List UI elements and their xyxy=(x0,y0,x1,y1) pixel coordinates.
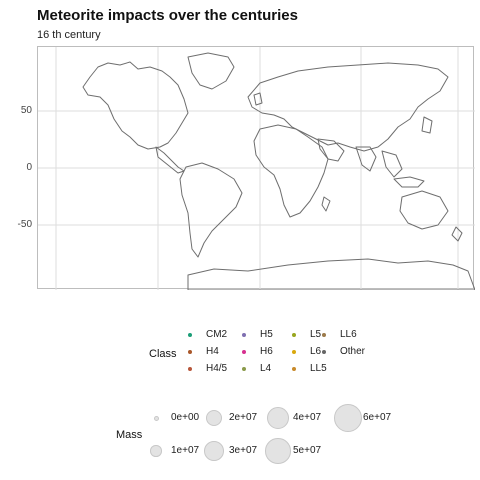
legend-class-label: L6 xyxy=(310,346,322,357)
legend-mass-circle xyxy=(334,404,362,432)
legend-class-key-h5 xyxy=(240,331,248,339)
landmass-greenland xyxy=(187,52,235,90)
legend-class-label: H5 xyxy=(260,329,273,340)
legend-class-label: H6 xyxy=(260,346,273,357)
legend-mass-label: 1e+07 xyxy=(171,445,200,456)
y-tick-0: 0 xyxy=(26,162,32,173)
legend-mass-circle xyxy=(205,409,223,427)
land-outlines xyxy=(82,52,475,290)
landmass-new-zealand xyxy=(451,226,463,242)
legend-mass-label: 0e+00 xyxy=(171,412,200,423)
landmass-north-america xyxy=(82,61,189,150)
legend-class-label: LL6 xyxy=(340,329,357,340)
legend-class-key-l6 xyxy=(290,348,298,356)
legend-class-key-ll6 xyxy=(320,331,328,339)
legend-class-label: H4 xyxy=(206,346,219,357)
landmass-antarctica xyxy=(187,258,475,290)
legend-mass-label: 6e+07 xyxy=(363,412,392,423)
landmass-eurasia xyxy=(247,62,449,152)
legend-class-key-h4-5 xyxy=(186,365,194,373)
landmass-indonesia xyxy=(393,176,425,188)
legend-class-key-cm2 xyxy=(186,331,194,339)
legend-mass-circle xyxy=(204,441,224,461)
legend-class-label: L4 xyxy=(260,363,272,374)
legend-class-key-h6 xyxy=(240,348,248,356)
legend-class-key-h4 xyxy=(186,348,194,356)
legend-class-label: H4/5 xyxy=(206,363,228,374)
legend-class-key-l4 xyxy=(240,365,248,373)
chart-title: Meteorite impacts over the centuries xyxy=(37,7,298,24)
landmass-central-america xyxy=(155,146,185,174)
landmass-madagascar xyxy=(321,196,331,212)
landmass-africa xyxy=(253,124,329,218)
landmass-india xyxy=(355,146,377,172)
legend-mass-circle xyxy=(150,445,162,457)
legend-class-key-l5 xyxy=(290,331,298,339)
legend-class-label: Other xyxy=(340,346,366,357)
legend-class-label: LL5 xyxy=(310,363,327,374)
y-tick-50: 50 xyxy=(20,105,32,116)
legend-class-key-ll5 xyxy=(290,365,298,373)
legend-mass-label: 5e+07 xyxy=(293,445,322,456)
landmass-arabia xyxy=(317,138,345,162)
legend-mass-label: 4e+07 xyxy=(293,412,322,423)
landmass-australia xyxy=(399,190,449,230)
grid-lines xyxy=(38,47,475,290)
legend-mass-label: 3e+07 xyxy=(229,445,258,456)
legend-mass-circle xyxy=(265,438,291,464)
legend-mass-title: Mass xyxy=(116,429,143,441)
landmass-uk xyxy=(253,92,263,106)
legend-mass-circle xyxy=(153,415,159,421)
legend-mass-label: 2e+07 xyxy=(229,412,258,423)
landmass-japan xyxy=(421,116,433,134)
y-tick-minus-50: -50 xyxy=(17,219,32,230)
legend-class-key-other xyxy=(320,348,328,356)
legend-class-title: Class xyxy=(149,348,177,360)
landmass-southeast-asia xyxy=(381,150,403,178)
map-panel xyxy=(37,46,475,290)
world-map xyxy=(38,47,475,290)
legend-mass-circle xyxy=(266,406,290,430)
chart-subtitle: 16 th century xyxy=(37,29,101,41)
legend-class-label: L5 xyxy=(310,329,322,340)
legend-class-label: CM2 xyxy=(206,329,228,340)
landmass-south-america xyxy=(179,162,243,258)
